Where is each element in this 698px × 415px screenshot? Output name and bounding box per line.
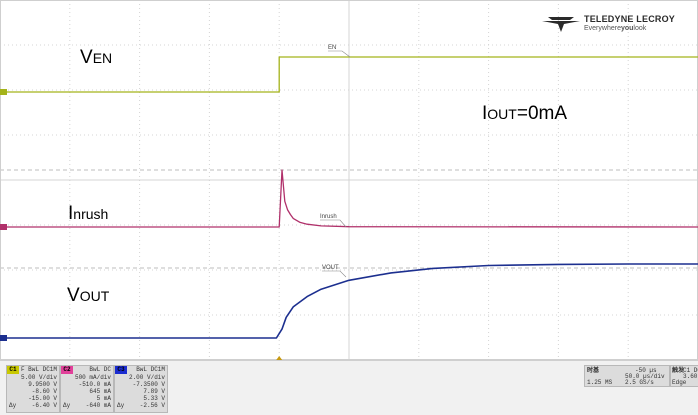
channel-coupling: F BwL DC1M bbox=[20, 366, 57, 373]
grid bbox=[0, 0, 698, 360]
channel-ground-marker bbox=[0, 224, 7, 230]
channel-value: 500 mA/div bbox=[74, 374, 111, 381]
trace-en bbox=[0, 56, 698, 93]
channel-value: 9.9500 V bbox=[28, 381, 57, 388]
trigger-mode: Edge bbox=[672, 379, 687, 386]
inrush-label: Inrush bbox=[68, 203, 109, 224]
channel-value: 5.00 V/div bbox=[20, 374, 57, 381]
timebase-label: 时基 bbox=[587, 367, 600, 374]
channel-value: -15.00 V bbox=[28, 395, 57, 402]
ven-label: VEN bbox=[80, 47, 113, 68]
trace-inrush bbox=[0, 169, 698, 228]
logo-brand: TELEDYNE LECROY bbox=[584, 14, 676, 24]
iout-label: IOUT=0mA bbox=[482, 103, 568, 124]
channel-coupling: BwL DC bbox=[89, 366, 111, 373]
trace-label-inrush: Inrush bbox=[320, 214, 337, 220]
channel-delta-label: Δy bbox=[117, 402, 125, 409]
channel-box-c1[interactable]: C1 F BwL DC1M 5.00 V/div 9.9500 V -8.60 V -15… bbox=[6, 365, 60, 413]
trace-label-leader bbox=[320, 219, 347, 228]
channel-markers bbox=[0, 89, 283, 360]
channel-value: 2.00 V/div bbox=[128, 374, 165, 381]
channel-box-c3[interactable]: C3 BwL DC1M 2.00 V/div -7.3500 V 7.89 V 5.33 … bbox=[114, 365, 168, 413]
timebase-rate: 2.5 GS/s bbox=[625, 379, 654, 386]
trace-label-vout: VOUT bbox=[322, 265, 339, 271]
timebase-box[interactable]: 时基 -50 µs 50.0 µs/div 1.25 MS 2.5 GS/s bbox=[584, 365, 670, 387]
channel-value: -510.0 mA bbox=[78, 381, 111, 388]
channel-value: 5 mA bbox=[96, 395, 111, 402]
channel-tag: C3 bbox=[115, 366, 127, 374]
trigger-box[interactable]: 触发 C1 DC 3.60 V Edge bbox=[670, 365, 698, 387]
trace-label-leader bbox=[328, 50, 351, 58]
channel-ground-marker bbox=[0, 89, 7, 95]
timebase-div: 50.0 µs/div bbox=[625, 373, 665, 380]
channel-value: -640 mA bbox=[85, 402, 111, 409]
channel-value: 5.33 V bbox=[143, 395, 165, 402]
trigger-label: 触发 bbox=[672, 367, 685, 374]
trace-label-leader bbox=[322, 270, 347, 278]
channel-tag: C2 bbox=[61, 366, 73, 374]
channel-value: 645 mA bbox=[89, 388, 111, 395]
channel-box-c2[interactable]: C2 BwL DC 500 mA/div -510.0 mA 645 mA 5 mA -64… bbox=[60, 365, 114, 413]
traces bbox=[0, 56, 698, 339]
logo-mark-icon bbox=[542, 17, 580, 32]
trigger-position-marker bbox=[276, 356, 283, 360]
trace-labels: EN Inrush VOUT bbox=[320, 45, 351, 278]
trigger-source: C1 DC bbox=[683, 367, 698, 374]
trace-label-en: EN bbox=[328, 45, 336, 51]
channel-delta-label: Δy bbox=[63, 402, 71, 409]
vout-label: VOUT bbox=[67, 285, 110, 306]
measurement-bar: C1 F BwL DC1M 5.00 V/div 9.9500 V -8.60 V -15… bbox=[0, 360, 698, 415]
teledyne-lecroy-logo: TELEDYNE LECROY Everywhereyoulook bbox=[542, 14, 692, 36]
timebase-offset: -50 µs bbox=[635, 367, 657, 374]
channel-value: -6.40 V bbox=[31, 402, 57, 409]
channel-value: -8.60 V bbox=[31, 388, 57, 395]
logo-tagline: Everywhereyoulook bbox=[584, 25, 647, 32]
trace-vout bbox=[0, 263, 698, 339]
oscilloscope-plot: EN Inrush VOUT bbox=[0, 0, 698, 360]
channel-delta-label: Δy bbox=[9, 402, 17, 409]
timebase-samples: 1.25 MS bbox=[587, 379, 613, 386]
channel-value: 7.89 V bbox=[143, 388, 165, 395]
channel-value: -2.56 V bbox=[139, 402, 165, 409]
trigger-level: 3.60 V bbox=[683, 373, 698, 380]
channel-tag: C1 bbox=[7, 366, 19, 374]
channel-value: -7.3500 V bbox=[132, 381, 165, 388]
channel-ground-marker bbox=[0, 335, 7, 341]
channel-coupling: BwL DC1M bbox=[136, 366, 165, 373]
